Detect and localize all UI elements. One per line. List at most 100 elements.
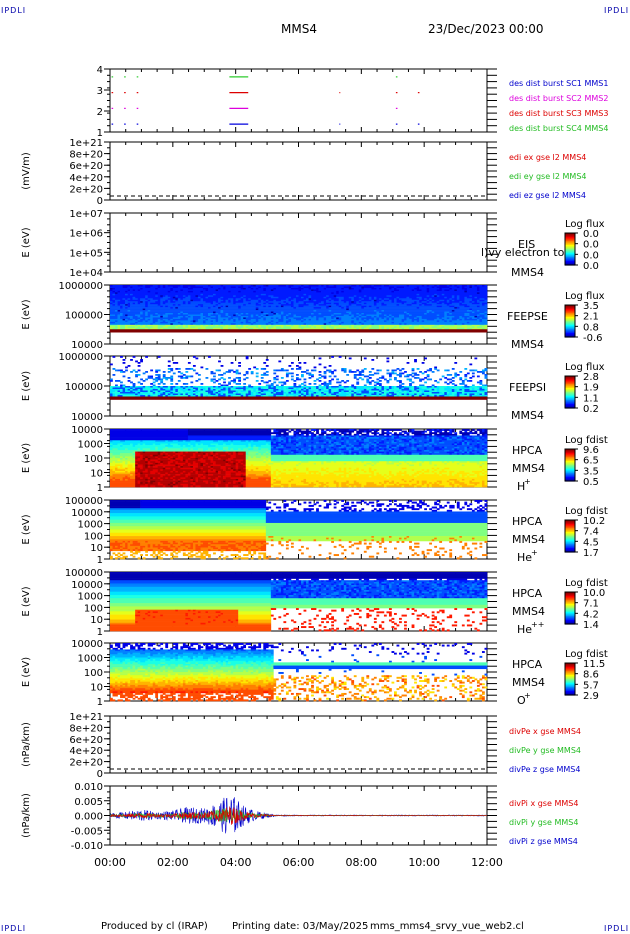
feepsi-pixel bbox=[265, 365, 269, 367]
hpca_h-pixel bbox=[363, 438, 370, 441]
feepse-pixel bbox=[127, 299, 141, 302]
feepse-pixel bbox=[145, 304, 148, 306]
hpca_h-pixel bbox=[120, 445, 123, 448]
feepse-pixel bbox=[208, 285, 211, 287]
feepsi-pixel bbox=[185, 390, 191, 393]
hpca_h-pixel bbox=[218, 448, 224, 451]
feepse-pixel bbox=[125, 298, 128, 301]
feepsi-pixel bbox=[197, 378, 201, 381]
feepsi-pixel bbox=[167, 365, 171, 367]
feepsi-pixel bbox=[419, 384, 425, 387]
hpca_h-pixel bbox=[293, 432, 297, 435]
feepsi-pixel bbox=[200, 390, 206, 393]
feepse-pixel bbox=[233, 302, 236, 305]
feepse-pixel bbox=[255, 295, 259, 298]
feepse-pixel bbox=[323, 301, 327, 303]
feepsi-pixel bbox=[233, 392, 236, 394]
feepsi-colorbar-cell bbox=[565, 405, 575, 408]
hpca_h-pixel bbox=[278, 445, 282, 448]
feepse-pixel bbox=[220, 324, 224, 327]
feepse-pixel bbox=[293, 324, 299, 327]
feepse-pixel bbox=[394, 287, 397, 290]
feepse-pixel bbox=[172, 299, 176, 302]
feepse-pixel bbox=[313, 302, 319, 305]
feepsi-pixel bbox=[406, 374, 410, 376]
hpca_h-pixel bbox=[195, 445, 209, 448]
feepse-pixel bbox=[371, 326, 380, 329]
feepsi-pixel bbox=[182, 387, 186, 390]
feepsi-pixel bbox=[202, 393, 209, 396]
feepse-pixel bbox=[145, 301, 148, 303]
hpca_h-pixel bbox=[444, 429, 450, 431]
feepsi-pixel bbox=[160, 380, 164, 382]
feepsi-pixel bbox=[386, 372, 390, 375]
feepse-pixel bbox=[110, 298, 113, 301]
hpca_h-pixel bbox=[361, 433, 367, 436]
hpca_h-pixel bbox=[250, 443, 267, 446]
feepse-pixel bbox=[197, 327, 201, 330]
feepse-pixel bbox=[273, 317, 277, 320]
feepsi-pixel bbox=[351, 392, 355, 394]
feepsi-pixel bbox=[147, 377, 154, 379]
feepsi-pixel bbox=[157, 392, 164, 394]
feepse-pixel bbox=[376, 310, 382, 312]
feepse-pixel bbox=[371, 318, 375, 321]
hpca_h-pixel bbox=[466, 437, 470, 439]
hpca_h-pixel bbox=[318, 453, 324, 456]
feepsi-pixel bbox=[228, 393, 236, 396]
hpca_h-pixel bbox=[378, 437, 385, 439]
feepsi-pixel bbox=[130, 389, 133, 391]
hpca_h-pixel bbox=[469, 446, 473, 449]
feepse-pixel bbox=[135, 321, 138, 324]
feepse-pixel bbox=[145, 305, 148, 308]
feepse-pixel bbox=[391, 287, 395, 290]
feepse-pixel bbox=[263, 327, 267, 330]
hpca_h-pixel bbox=[461, 443, 465, 446]
hpca_h-pixel bbox=[391, 437, 395, 439]
hpca_h-pixel bbox=[394, 449, 397, 452]
hpca_h-pixel bbox=[295, 449, 304, 452]
feepse-pixel bbox=[290, 318, 297, 321]
feepsi-pixel bbox=[326, 386, 329, 388]
hpca_h-pixel bbox=[162, 453, 166, 456]
hpca_h-pixel bbox=[388, 451, 395, 454]
hpca_h-pixel bbox=[456, 441, 460, 444]
feepsi-pixel bbox=[313, 392, 317, 394]
hpca_h-pixel bbox=[313, 441, 317, 444]
feepse-pixel bbox=[308, 299, 314, 302]
feepse-pixel bbox=[471, 285, 475, 287]
feepse-pixel bbox=[160, 295, 164, 298]
feepsi-pixel bbox=[258, 386, 262, 388]
feepsi-pixel bbox=[366, 395, 372, 397]
feepsi-pixel bbox=[366, 387, 372, 390]
feepse-pixel bbox=[469, 315, 475, 318]
hpca_h-pixel bbox=[411, 446, 415, 449]
feepse-pixel bbox=[456, 286, 460, 289]
feepse-spacecraft-label: MMS4 bbox=[511, 338, 544, 351]
hpca_h-pixel bbox=[298, 446, 312, 449]
hpca_h-pixel bbox=[187, 430, 272, 433]
hpca_h-pixel bbox=[223, 449, 226, 452]
feepse-pixel bbox=[476, 301, 488, 303]
feepse-pixel bbox=[152, 285, 159, 287]
hpca_h-pixel bbox=[280, 453, 289, 456]
feepsi-pixel bbox=[162, 392, 166, 394]
feepsi-pixel bbox=[182, 383, 186, 385]
hpca_h-pixel bbox=[411, 438, 415, 441]
hpca_h-pixel bbox=[368, 443, 372, 446]
feepse-pixel bbox=[110, 304, 113, 306]
feepse-pixel bbox=[404, 302, 412, 305]
hpca_h-pixel bbox=[228, 453, 231, 456]
feepse-pixel bbox=[122, 307, 126, 309]
hpca_h-pixel bbox=[155, 448, 159, 451]
hpca_h-pixel bbox=[117, 443, 123, 446]
feepse-pixel bbox=[461, 287, 468, 290]
feepse-pixel bbox=[441, 302, 445, 305]
hpca_h-pixel bbox=[391, 441, 397, 444]
feepse-pixel bbox=[120, 324, 126, 327]
hpca_h-pixel bbox=[461, 435, 465, 438]
hpca_h-pixel bbox=[311, 435, 317, 438]
feepsi-pixel bbox=[434, 380, 438, 382]
feepsi-pixel bbox=[170, 387, 174, 390]
feepse-pixel bbox=[210, 323, 214, 326]
